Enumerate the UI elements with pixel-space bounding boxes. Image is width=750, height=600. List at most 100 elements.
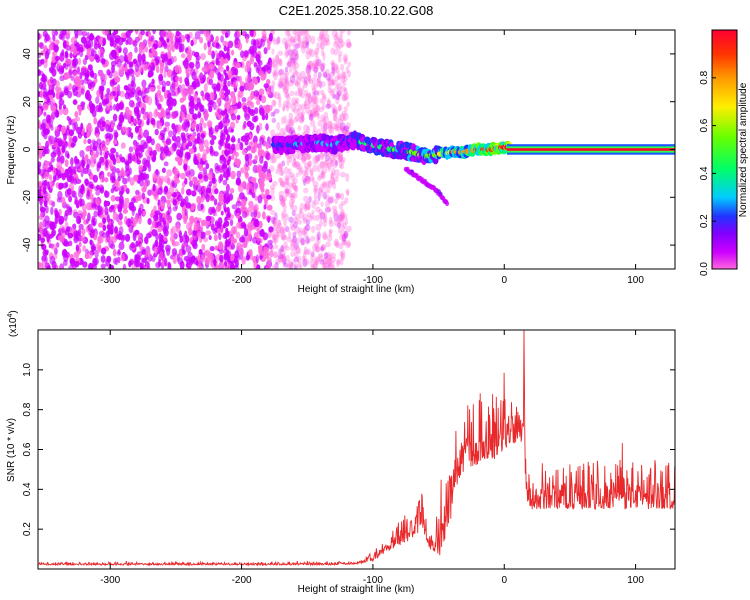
noise-cell — [87, 125, 93, 133]
noise-cell — [132, 217, 139, 225]
noise-cell — [190, 103, 194, 109]
noise-cell — [183, 216, 188, 225]
noise-cell — [158, 259, 161, 268]
noise-cell — [334, 160, 338, 167]
noise-cell — [203, 42, 207, 51]
noise-cell — [112, 90, 116, 97]
noise-cell — [266, 65, 272, 74]
noise-cell — [257, 150, 262, 158]
noise-cell — [332, 208, 338, 215]
noise-cell — [232, 105, 238, 115]
noise-cell — [192, 230, 198, 236]
y-tick-label: 0 — [22, 146, 33, 152]
noise-cell — [78, 223, 84, 230]
noise-cell — [177, 140, 181, 149]
noise-cell — [331, 108, 336, 114]
spectrogram-x-axis-label: Height of straight line (km) — [298, 284, 415, 295]
noise-cell — [39, 204, 44, 213]
noise-cell — [271, 57, 276, 65]
noise-cell — [279, 194, 284, 202]
noise-cell — [336, 44, 341, 51]
noise-cell — [51, 201, 56, 208]
noise-cell — [247, 96, 253, 104]
noise-cell — [76, 30, 83, 36]
noise-cell — [272, 70, 277, 77]
noise-cell — [110, 223, 114, 233]
noise-cell — [322, 216, 328, 223]
noise-cell — [205, 163, 210, 169]
noise-cell — [215, 43, 222, 50]
noise-cell — [294, 53, 299, 61]
noise-cell — [116, 124, 122, 131]
noise-cell — [143, 142, 147, 150]
noise-cell — [249, 122, 255, 131]
noise-cell — [346, 225, 352, 233]
y-tick-label: 40 — [22, 48, 33, 60]
noise-cell — [271, 99, 276, 108]
noise-cell — [289, 55, 295, 61]
noise-cell — [205, 230, 212, 236]
noise-cell — [109, 79, 115, 87]
noise-cell — [259, 155, 264, 164]
noise-cell — [279, 226, 285, 235]
noise-cell — [290, 52, 296, 60]
noise-cell — [227, 40, 234, 48]
noise-cell — [327, 264, 334, 269]
noise-cell — [297, 37, 301, 46]
noise-cell — [277, 92, 281, 100]
noise-cell — [301, 175, 307, 183]
noise-cell — [342, 115, 346, 122]
noise-cell — [224, 90, 229, 97]
noise-cell — [78, 43, 83, 52]
noise-cell — [306, 38, 310, 46]
noise-cell — [328, 71, 335, 78]
noise-cell — [266, 173, 273, 181]
noise-cell — [83, 138, 87, 145]
noise-cell — [337, 122, 342, 128]
noise-cell — [314, 187, 321, 194]
noise-cell — [209, 70, 215, 79]
noise-cell — [86, 132, 90, 138]
noise-cell — [323, 160, 329, 169]
noise-cell — [46, 193, 51, 201]
noise-cell — [164, 257, 168, 267]
noise-cell — [326, 259, 333, 267]
noise-cell — [272, 100, 277, 106]
noise-cell — [40, 237, 46, 243]
noise-cell — [175, 30, 181, 37]
noise-cell — [282, 87, 288, 95]
noise-cell — [292, 236, 298, 244]
noise-cell — [308, 48, 313, 56]
y-tick-label: -20 — [22, 190, 33, 205]
noise-cell — [130, 242, 136, 249]
noise-cell — [239, 236, 246, 243]
noise-cell — [271, 117, 277, 123]
noise-cell — [70, 157, 74, 166]
noise-cell — [293, 62, 300, 70]
noise-cell — [281, 255, 287, 265]
noise-cell — [271, 80, 276, 88]
noise-cell — [163, 43, 168, 49]
noise-cell — [61, 145, 66, 154]
noise-cell — [49, 135, 55, 145]
noise-cell — [168, 130, 173, 138]
noise-cell — [38, 108, 42, 117]
noise-cell — [198, 164, 204, 172]
noise-cell — [306, 125, 311, 134]
noise-cell — [151, 78, 155, 85]
noise-cell — [279, 181, 286, 187]
noise-cell — [135, 30, 139, 35]
noise-cell — [329, 89, 334, 97]
noise-cell — [199, 72, 204, 81]
noise-cell — [262, 211, 266, 220]
noise-cell — [235, 180, 241, 186]
noise-cell — [318, 254, 322, 262]
noise-cell — [310, 48, 315, 58]
noise-cell — [114, 226, 118, 234]
noise-cell — [248, 249, 253, 256]
noise-cell — [125, 30, 131, 38]
noise-cell — [322, 52, 326, 61]
noise-cell — [259, 228, 265, 238]
noise-cell — [291, 62, 297, 71]
noise-cell — [325, 185, 331, 194]
